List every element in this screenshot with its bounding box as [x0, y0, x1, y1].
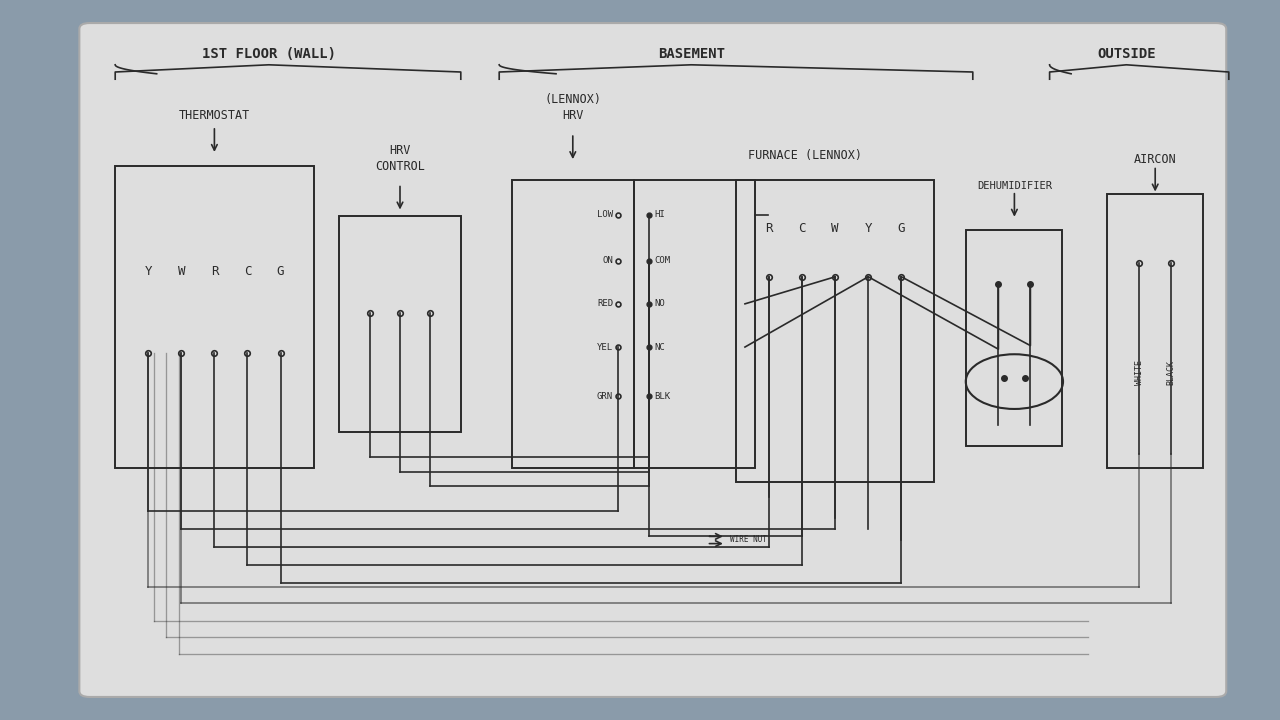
- Text: LOW: LOW: [596, 210, 613, 219]
- Text: C: C: [799, 222, 806, 235]
- Text: THERMOSTAT: THERMOSTAT: [179, 109, 250, 122]
- Text: Y: Y: [145, 265, 152, 278]
- Text: RED: RED: [596, 300, 613, 308]
- Text: BASEMENT: BASEMENT: [658, 48, 724, 61]
- Bar: [736, 180, 934, 482]
- Text: WHITE: WHITE: [1134, 360, 1144, 384]
- Text: GRN: GRN: [596, 392, 613, 400]
- Bar: [634, 180, 755, 468]
- FancyBboxPatch shape: [79, 23, 1226, 697]
- Text: WIRE NUT: WIRE NUT: [730, 536, 767, 544]
- Text: HRV
CONTROL: HRV CONTROL: [375, 144, 425, 173]
- Text: R: R: [765, 222, 773, 235]
- Text: BLK: BLK: [654, 392, 671, 400]
- Text: YEL: YEL: [596, 343, 613, 351]
- Text: NO: NO: [654, 300, 664, 308]
- Bar: [966, 230, 1062, 446]
- Bar: [1107, 194, 1203, 468]
- Text: COM: COM: [654, 256, 671, 265]
- Text: R: R: [211, 265, 218, 278]
- Text: 1ST FLOOR (WALL): 1ST FLOOR (WALL): [202, 48, 335, 61]
- Bar: [339, 216, 461, 432]
- Text: DEHUMIDIFIER: DEHUMIDIFIER: [977, 181, 1052, 191]
- Text: FURNACE (LENNOX): FURNACE (LENNOX): [749, 149, 863, 162]
- Text: G: G: [276, 265, 284, 278]
- Text: W: W: [832, 222, 838, 235]
- Bar: [115, 166, 314, 468]
- Text: NC: NC: [654, 343, 664, 351]
- Text: C: C: [243, 265, 251, 278]
- Bar: [512, 180, 634, 468]
- Text: Y: Y: [864, 222, 872, 235]
- Text: ON: ON: [603, 256, 613, 265]
- Text: HI: HI: [654, 210, 664, 219]
- Text: AIRCON: AIRCON: [1134, 153, 1176, 166]
- Text: W: W: [178, 265, 186, 278]
- Text: G: G: [897, 222, 905, 235]
- Text: BLACK: BLACK: [1166, 360, 1176, 384]
- Text: OUTSIDE: OUTSIDE: [1097, 48, 1156, 61]
- Text: (LENNOX)
HRV: (LENNOX) HRV: [544, 94, 602, 122]
